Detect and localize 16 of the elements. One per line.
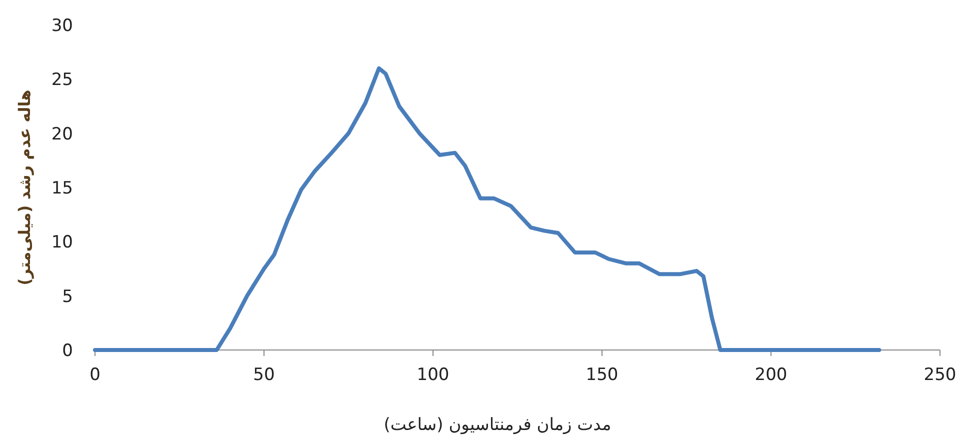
x-tick-label: 50: [253, 365, 275, 385]
y-tick-label: 0: [62, 341, 73, 361]
y-tick-label: 10: [51, 232, 73, 253]
y-tick-label: 5: [62, 286, 73, 307]
x-tick-label: 100: [416, 365, 450, 385]
y-tick-label: 15: [51, 178, 73, 198]
x-tick-label: 0: [90, 365, 100, 385]
y-tick-label: 20: [51, 124, 73, 144]
x-axis-title: مدت زمان فرمنتاسیون (ساعت): [384, 415, 612, 435]
y-axis-title: هاله عدم رشد (میلی‌متر): [15, 90, 34, 286]
line-series: [93, 66, 882, 352]
y-tick-label: 30: [51, 16, 73, 36]
x-tick-label: 250: [924, 365, 956, 385]
x-tick-label: 200: [754, 365, 788, 385]
y-tick-label: 25: [51, 70, 73, 90]
x-tick-label: 150: [586, 365, 618, 385]
